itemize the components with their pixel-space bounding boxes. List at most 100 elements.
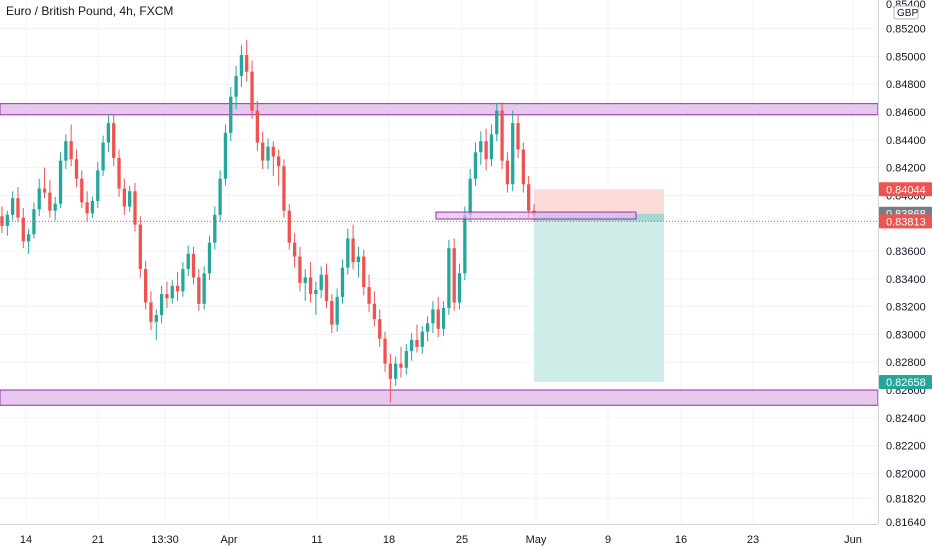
currency-label[interactable]: GBP: [893, 5, 919, 20]
candle-body: [170, 285, 174, 299]
candle-body: [37, 188, 41, 210]
support-zone: [0, 389, 879, 406]
candle-body: [319, 274, 323, 290]
stop-price-badge: 0.84044: [879, 182, 932, 197]
y-tick-label: 0.81820: [886, 493, 926, 505]
entry-zone: [435, 211, 637, 220]
candle-body: [143, 269, 148, 303]
candle-body: [128, 191, 132, 207]
candle-body: [399, 363, 403, 368]
candle-body: [340, 267, 345, 297]
stop-badge-label: 0.84044: [886, 184, 926, 196]
candle-body: [53, 203, 57, 211]
candle-body: [308, 277, 313, 295]
candle-body: [154, 314, 158, 322]
candle-body: [431, 309, 435, 324]
candle-body: [527, 184, 531, 211]
candle-body: [106, 123, 111, 143]
candle-body: [16, 198, 20, 218]
x-tick-label: 13:30: [151, 534, 179, 546]
candle-body: [378, 319, 382, 339]
y-tick-label: 0.81640: [886, 517, 926, 529]
y-tick-label: 0.84800: [886, 79, 926, 91]
candle-body: [505, 160, 510, 185]
candle-body: [202, 273, 206, 304]
candle-body: [159, 294, 164, 315]
candle-body: [133, 191, 137, 225]
candles-layer: [0, 39, 536, 403]
candle-body: [255, 110, 260, 143]
candle-body: [511, 123, 515, 185]
candle-body: [500, 110, 504, 161]
y-tick-label: 0.82200: [886, 441, 926, 453]
x-tick-label: Jun: [844, 534, 862, 546]
last-badge-bg: [879, 214, 932, 229]
x-tick-label: 25: [456, 534, 468, 546]
y-tick-label: 0.83600: [886, 246, 926, 258]
candle-body: [175, 285, 180, 292]
y-tick-label: 0.83200: [886, 302, 926, 314]
y-tick-label: 0.85000: [886, 51, 926, 63]
candle-body: [223, 132, 228, 179]
candle-body: [362, 256, 366, 288]
stop-loss-area[interactable]: [534, 189, 664, 214]
candle-body: [85, 202, 89, 214]
y-tick-label: 0.83000: [886, 329, 926, 341]
candle-body: [420, 331, 424, 347]
candle-body: [271, 146, 275, 157]
x-tick-label: Apr: [220, 534, 237, 546]
candle-body: [213, 214, 217, 243]
candle-body: [48, 192, 52, 211]
x-tick-label: 14: [20, 534, 32, 546]
candle-body: [229, 96, 233, 133]
price-axis[interactable]: 0.854000.852000.850000.848000.846000.844…: [878, 0, 926, 529]
y-tick-label: 0.82800: [886, 357, 926, 369]
target-price-badge: 0.82658: [879, 374, 932, 389]
overlays-layer: [0, 211, 878, 222]
candle-body: [197, 277, 201, 304]
candle-body: [276, 156, 281, 167]
candle-body: [441, 307, 446, 329]
candle-body: [287, 210, 291, 243]
take-profit-area[interactable]: [534, 213, 664, 382]
candle-body: [356, 256, 361, 263]
stop-badge-bg: [879, 182, 932, 197]
candle-body: [282, 166, 286, 211]
currency-text: GBP: [897, 8, 918, 19]
chart-title: Euro / British Pound, 4h, FXCM: [6, 4, 174, 18]
candle-body: [479, 141, 483, 153]
candle-body: [372, 303, 377, 320]
candle-body: [298, 256, 302, 283]
y-tick-label: 0.84600: [886, 107, 926, 119]
candle-body: [80, 178, 84, 203]
candle-body: [330, 301, 334, 325]
candle-body: [463, 214, 467, 274]
x-tick-label: May: [526, 534, 547, 546]
candle-body: [5, 214, 9, 226]
candle-body: [0, 216, 4, 226]
candle-body: [394, 363, 398, 379]
y-tick-label: 0.82400: [886, 413, 926, 425]
short-position-layer[interactable]: [534, 189, 664, 382]
candle-body: [367, 287, 371, 304]
x-tick-label: 23: [747, 534, 759, 546]
candle-body: [21, 217, 25, 242]
time-axis[interactable]: 14 21 13:30 Apr 11 18 25 May 9 16 23 Jun: [0, 524, 878, 547]
candle-body: [521, 149, 526, 185]
resistance-zone: [0, 103, 879, 116]
candle-body: [447, 248, 451, 308]
candle-body: [218, 178, 222, 215]
x-tick-label: 18: [383, 534, 395, 546]
candle-body: [404, 351, 408, 368]
candle-body: [138, 224, 142, 270]
candle-body: [69, 141, 73, 160]
candle-body: [468, 178, 472, 215]
candle-body: [191, 253, 196, 278]
candle-body: [495, 110, 499, 135]
grid-lines: [0, 0, 878, 524]
candle-body: [10, 198, 15, 215]
candle-body: [181, 269, 185, 292]
y-tick-label: 0.85200: [886, 24, 926, 36]
